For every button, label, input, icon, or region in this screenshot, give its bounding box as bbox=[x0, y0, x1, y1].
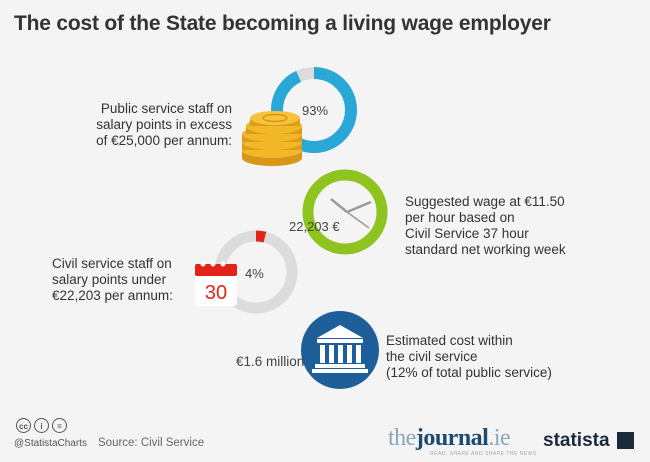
clock-icon bbox=[330, 198, 372, 229]
calendar-day: 30 bbox=[205, 282, 227, 304]
logo-part: journal bbox=[415, 425, 489, 451]
statista-mark-icon bbox=[617, 432, 634, 449]
value-estimated-cost: €1.6 million bbox=[236, 354, 305, 369]
label-line: of €25,000 per annum: bbox=[96, 133, 232, 148]
label-line: standard net working week bbox=[405, 242, 566, 257]
calendar-icon: 30 bbox=[195, 261, 237, 306]
logo-part: the bbox=[388, 425, 416, 451]
label-suggested-wage: Suggested wage at €11.50 per hour based … bbox=[405, 194, 635, 258]
bank-icon bbox=[301, 311, 379, 389]
clock-ring bbox=[302, 169, 388, 255]
label-line: the civil service bbox=[386, 349, 478, 364]
label-line: salary points under bbox=[52, 272, 167, 287]
label-line: salary points in excess bbox=[96, 117, 232, 132]
label-line: Public service staff on bbox=[100, 101, 232, 116]
statista-handle[interactable]: @StatistaCharts bbox=[14, 438, 87, 449]
label-line: per hour based on bbox=[405, 210, 515, 225]
cc-icon: cc bbox=[16, 418, 31, 433]
label-estimated-cost: Estimated cost within the civil service … bbox=[386, 333, 616, 381]
label-line: (12% of total public service) bbox=[386, 365, 552, 380]
value-suggested-wage: 22,203 € bbox=[289, 219, 340, 234]
thejournal-logo[interactable]: thejournal.ie bbox=[388, 425, 511, 452]
label-line: Civil service staff on bbox=[52, 256, 172, 271]
no-derivatives-icon: = bbox=[52, 418, 67, 433]
label-line: Civil Service 37 hour bbox=[405, 226, 529, 241]
value-civil: 4% bbox=[245, 266, 264, 281]
value-public: 93% bbox=[302, 103, 329, 118]
label-civil-staff: Civil service staff on salary points und… bbox=[52, 256, 222, 304]
ring-civil-value bbox=[214, 230, 298, 314]
chart-title: The cost of the State becoming a living … bbox=[14, 12, 551, 35]
coins-icon bbox=[242, 111, 302, 166]
label-line: €22,203 per annum: bbox=[52, 288, 173, 303]
statista-logo[interactable]: statista bbox=[543, 430, 610, 451]
label-line: Suggested wage at €11.50 bbox=[405, 194, 565, 209]
attribution-icon: i bbox=[34, 418, 49, 433]
label-public-staff: Public service staff on salary points in… bbox=[60, 101, 232, 149]
source-note: Source: Civil Service bbox=[98, 437, 205, 449]
logo-part: .ie bbox=[488, 425, 511, 451]
label-line: Estimated cost within bbox=[386, 333, 513, 348]
ring-public-value bbox=[271, 67, 357, 153]
journal-tagline: READ, SHARE AND SHAPE THE NEWS bbox=[430, 451, 537, 457]
